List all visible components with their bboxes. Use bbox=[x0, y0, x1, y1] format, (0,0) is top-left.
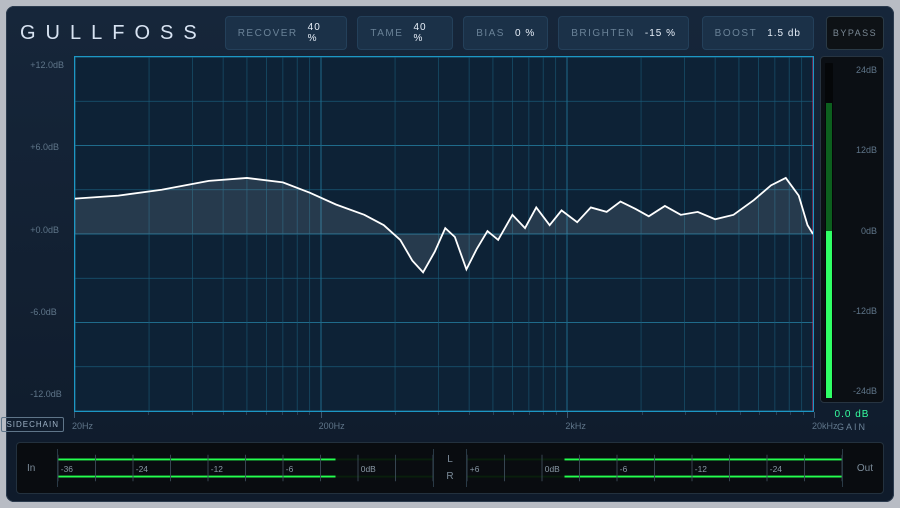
param-recover-value: 40 % bbox=[308, 22, 335, 44]
svg-text:+6: +6 bbox=[470, 464, 480, 474]
svg-text:-12: -12 bbox=[695, 464, 707, 474]
param-tame-label: TAME bbox=[370, 28, 403, 39]
svg-text:-6: -6 bbox=[286, 464, 294, 474]
param-bias[interactable]: BIAS 0 % bbox=[463, 16, 548, 50]
output-meter-column: 24dB12dB0dB-12dB-24dB 0.0 dB GAIN bbox=[820, 56, 884, 434]
svg-text:-24: -24 bbox=[136, 464, 148, 474]
gain-caption: GAIN bbox=[837, 422, 867, 432]
param-bias-value: 0 % bbox=[515, 28, 535, 39]
svg-text:-12: -12 bbox=[211, 464, 223, 474]
param-brighten-value: -15 % bbox=[645, 28, 676, 39]
y-axis-column: +12.0dB+6.0dB+0.0dB-6.0dB-12.0dB SIDECHA… bbox=[20, 56, 68, 434]
bypass-button[interactable]: BYPASS bbox=[826, 16, 884, 50]
sidechain-button[interactable]: SIDECHAIN bbox=[1, 417, 64, 432]
param-brighten[interactable]: BRIGHTEN -15 % bbox=[558, 16, 689, 50]
svg-text:0dB: 0dB bbox=[545, 464, 560, 474]
output-meter[interactable]: 24dB12dB0dB-12dB-24dB bbox=[820, 56, 884, 403]
svg-text:-36: -36 bbox=[61, 464, 73, 474]
output-meter-bar bbox=[825, 63, 833, 398]
brand-logo: GULLFOSS bbox=[20, 16, 215, 50]
eq-graph[interactable] bbox=[74, 56, 814, 412]
param-tame[interactable]: TAME 40 % bbox=[357, 16, 453, 50]
param-boost[interactable]: BOOST 1.5 db bbox=[702, 16, 814, 50]
io-meters: In -36-24-12-60dB+6 L R +60dB-6-12-24-36… bbox=[16, 442, 884, 494]
input-meter[interactable]: -36-24-12-60dB+6 bbox=[57, 449, 434, 487]
plugin-window: GULLFOSS RECOVER 40 % TAME 40 % BIAS 0 %… bbox=[6, 6, 894, 502]
l-label: L bbox=[447, 454, 453, 465]
graph-wrap: 20Hz200Hz2kHz20kHz bbox=[74, 56, 814, 434]
param-bias-label: BIAS bbox=[476, 28, 505, 39]
param-group-1: RECOVER 40 % TAME 40 % bbox=[225, 16, 453, 50]
svg-text:-24: -24 bbox=[770, 464, 782, 474]
param-brighten-label: BRIGHTEN bbox=[571, 28, 635, 39]
param-recover-label: RECOVER bbox=[238, 28, 298, 39]
output-level-meter[interactable]: +60dB-6-12-24-36 bbox=[466, 449, 843, 487]
svg-text:0dB: 0dB bbox=[361, 464, 376, 474]
param-boost-value: 1.5 db bbox=[767, 28, 801, 39]
param-recover[interactable]: RECOVER 40 % bbox=[225, 16, 348, 50]
y-axis-labels: +12.0dB+6.0dB+0.0dB-6.0dB-12.0dB bbox=[30, 56, 64, 417]
gain-readout: 0.0 dB bbox=[835, 409, 870, 420]
param-tame-value: 40 % bbox=[413, 22, 440, 44]
header: GULLFOSS RECOVER 40 % TAME 40 % BIAS 0 %… bbox=[6, 6, 894, 56]
param-boost-label: BOOST bbox=[715, 28, 758, 39]
out-label: Out bbox=[851, 449, 873, 487]
output-meter-labels: 24dB12dB0dB-12dB-24dB bbox=[835, 63, 879, 398]
lr-labels: L R bbox=[442, 449, 458, 487]
in-label: In bbox=[27, 449, 49, 487]
x-axis-labels: 20Hz200Hz2kHz20kHz bbox=[74, 412, 814, 434]
svg-text:-6: -6 bbox=[620, 464, 628, 474]
main-area: +12.0dB+6.0dB+0.0dB-6.0dB-12.0dB SIDECHA… bbox=[6, 56, 894, 434]
param-group-2: BIAS 0 % BRIGHTEN -15 % bbox=[463, 16, 691, 50]
r-label: R bbox=[446, 471, 453, 482]
